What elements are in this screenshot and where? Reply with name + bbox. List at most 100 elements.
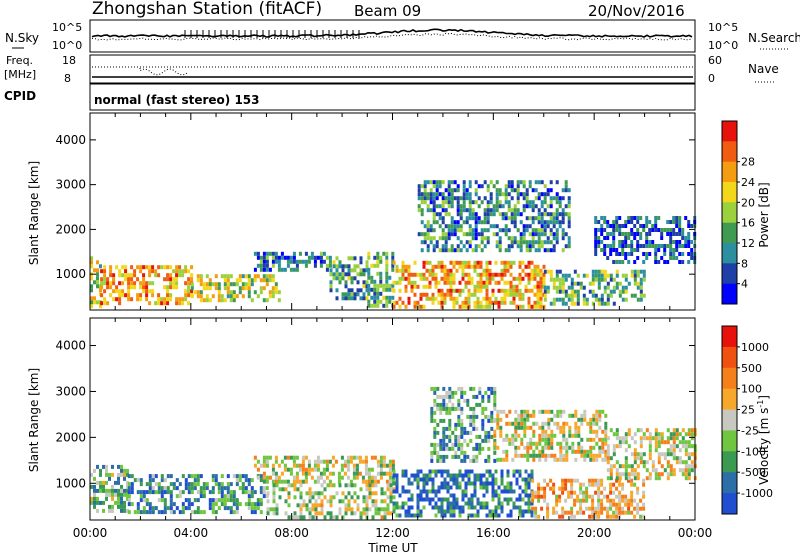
velocity-panel-cell (568, 445, 572, 450)
velocity-panel-cell (377, 507, 381, 512)
power-panel-cell (184, 281, 188, 286)
power-panel-cell (100, 285, 104, 290)
power-panel-cell (507, 184, 511, 189)
velocity-panel-cell (594, 490, 598, 495)
power-panel-cell (417, 196, 421, 201)
velocity-panel-cell (517, 421, 521, 426)
power-panel-cell (456, 236, 460, 241)
velocity-panel-cell (478, 386, 482, 391)
velocity-panel-cell (564, 486, 568, 491)
velocity-panel-cell (524, 477, 528, 482)
power-panel-cell (521, 276, 525, 281)
velocity-panel-cell (466, 454, 470, 459)
velocity-panel-cell (538, 457, 542, 462)
velocity-panel-cell (349, 459, 353, 464)
velocity-panel-cell (314, 511, 318, 516)
velocity-panel-cell (595, 417, 599, 422)
power-panel-cell (503, 280, 507, 285)
velocity-panel-cell (419, 497, 423, 502)
velocity-panel-cell (157, 482, 161, 487)
velocity-panel-cell (439, 446, 443, 451)
velocity-panel-cell (648, 444, 652, 449)
power-panel-cell (166, 297, 170, 302)
velocity-panel-cell (494, 509, 498, 514)
power-panel-colorbar-segment (722, 263, 737, 285)
power-panel-cell (175, 297, 179, 302)
power-panel-cell (426, 228, 430, 233)
velocity-panel-cell (502, 449, 506, 454)
power-panel-cell (492, 232, 496, 237)
velocity-panel-cell (473, 485, 477, 490)
velocity-panel-cell (642, 490, 646, 495)
velocity-panel-cell (223, 506, 227, 511)
power-panel-cell (516, 228, 520, 233)
velocity-panel-cell (624, 432, 628, 437)
power-panel-cell (525, 248, 529, 253)
velocity-panel-cell (493, 417, 497, 422)
velocity-panel-cell (114, 500, 117, 505)
velocity-panel-cell (454, 450, 458, 455)
velocity-panel-cell (454, 442, 458, 447)
velocity-panel-cell (496, 409, 500, 414)
power-panel-cell (277, 259, 281, 264)
power-panel-cell (518, 304, 522, 309)
velocity-panel-cell (494, 493, 498, 498)
power-panel-cell (657, 248, 661, 252)
velocity-panel-cell (275, 507, 279, 512)
velocity-panel-cell (298, 463, 302, 468)
velocity-panel-cell (538, 433, 542, 438)
power-panel-cell (678, 244, 682, 248)
power-panel-cell (567, 224, 571, 229)
power-panel-cell (503, 288, 507, 293)
velocity-panel-cell (484, 430, 488, 435)
velocity-panel-cell (389, 487, 393, 492)
velocity-panel-cell (346, 459, 350, 464)
power-panel-cell (441, 228, 445, 233)
power-panel-cell (419, 292, 423, 297)
velocity-panel-cell (181, 502, 185, 507)
power-panel-cell (669, 236, 673, 240)
power-panel-cell (678, 260, 682, 264)
power-panel-cell (112, 297, 116, 302)
power-panel-cell (485, 272, 489, 277)
power-panel-cell (512, 292, 516, 297)
power-panel-cell (145, 285, 149, 290)
power-panel-cell (175, 281, 179, 286)
velocity-panel-cell (445, 410, 449, 415)
velocity-panel-cell (609, 506, 613, 511)
velocity-panel-cell (604, 457, 608, 462)
velocity-panel-cell (485, 489, 489, 494)
power-panel-cell (367, 287, 371, 292)
power-panel-cell (462, 184, 466, 189)
velocity-panel-cell (567, 490, 571, 495)
velocity-panel-cell (582, 490, 586, 495)
power-panel-cell (223, 286, 227, 291)
velocity-panel-cell (555, 502, 559, 507)
velocity-panel-cell (440, 481, 444, 486)
power-panel-cell (561, 301, 565, 306)
velocity-panel-cell (283, 455, 287, 460)
velocity-panel-cell (540, 506, 544, 511)
power-panel-cell (187, 281, 191, 286)
velocity-panel-cell (561, 482, 565, 487)
velocity-panel-cell (90, 496, 93, 501)
velocity-panel-cell (472, 410, 476, 415)
power-panel-cell (450, 180, 454, 185)
velocity-panel-cell (579, 490, 583, 495)
power-panel-cell (370, 263, 374, 268)
velocity-panel-cell (514, 437, 518, 442)
velocity-panel-cell (120, 500, 123, 505)
power-panel-cell (515, 292, 519, 297)
power-panel-cell (507, 236, 511, 241)
power-panel-cell (533, 268, 537, 273)
power-panel-cell (443, 300, 447, 305)
power-panel-cell (615, 281, 619, 286)
velocity-panel-cell (595, 409, 599, 414)
velocity-panel-cell (636, 506, 640, 511)
power-panel-cell (558, 212, 562, 217)
power-panel-cell (483, 216, 487, 221)
power-panel-cell (594, 248, 598, 252)
power-panel-cell (648, 240, 652, 244)
velocity-panel-cell (499, 425, 503, 430)
velocity-panel-cell (606, 494, 610, 499)
